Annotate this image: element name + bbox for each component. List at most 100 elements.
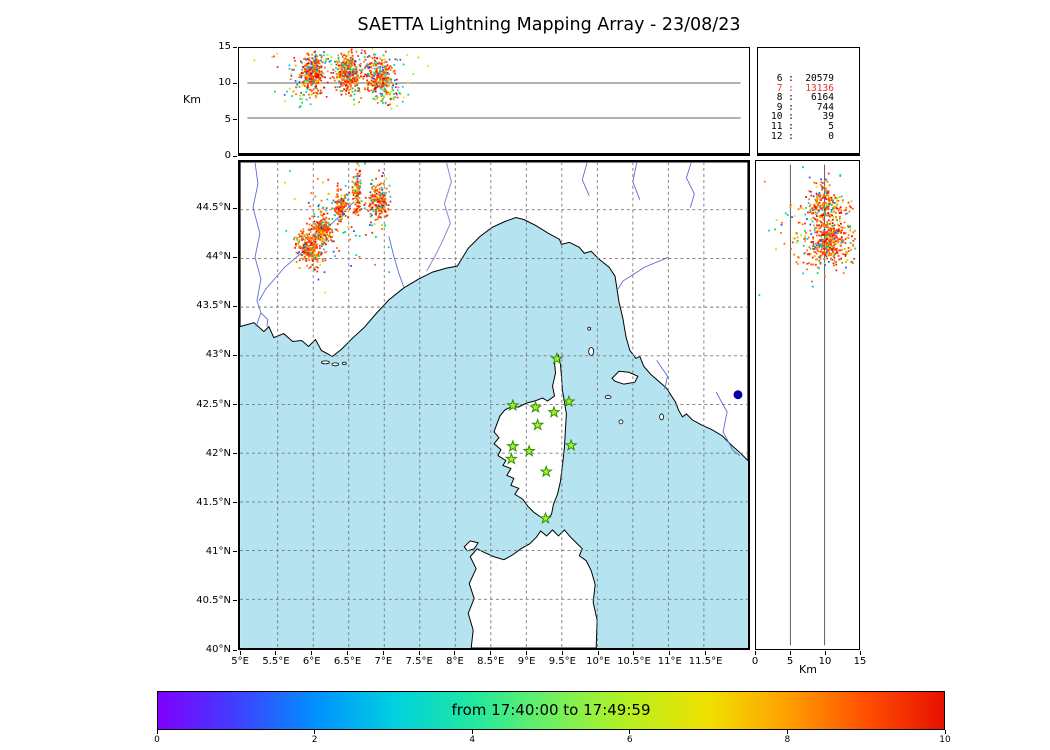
- small-island: [331, 362, 340, 367]
- river-line: [715, 391, 741, 456]
- lon-tick-label: 7.5°E: [405, 656, 433, 667]
- right-km-tick-label: 10: [818, 656, 832, 667]
- river-line: [252, 161, 262, 327]
- lon-tickmark: [490, 651, 492, 655]
- lat-tickmark: [233, 256, 237, 258]
- lat-tickmark: [233, 649, 237, 651]
- lma-station-marker: [504, 452, 519, 465]
- right-km-tick-label: 15: [853, 656, 867, 667]
- colorbar-tick-label: 0: [154, 735, 160, 745]
- lat-tickmark: [233, 207, 237, 209]
- colorbar-tickmark: [471, 730, 473, 734]
- lma-station-marker: [522, 444, 536, 457]
- elba-landmass: [611, 370, 639, 385]
- lon-tickmark: [705, 651, 707, 655]
- lat-tick-label: 42.5°N: [196, 398, 231, 410]
- lat-tick-label: 44.5°N: [196, 202, 231, 214]
- lon-tickmark: [418, 651, 420, 655]
- plan-view-map-panel: [238, 160, 750, 650]
- colorbar-tickmark: [156, 730, 158, 734]
- top-km-tick-label: 10: [218, 77, 231, 89]
- top-km-tickmark: [233, 82, 237, 84]
- lma-station-marker: [550, 351, 564, 365]
- river-line: [685, 161, 695, 208]
- colorbar-tickmark: [786, 730, 788, 734]
- lon-tickmark: [633, 651, 635, 655]
- lat-tick-label: 40.5°N: [196, 594, 231, 606]
- stats-row-alt-6: 6 : 20579: [771, 73, 834, 84]
- lat-tick-label: 41.5°N: [196, 496, 231, 508]
- lat-tickmark: [233, 551, 237, 553]
- river-line: [260, 312, 269, 327]
- source-count-stats-panel: 6 : 20579 7 : 13136 8 : 6164 9 : 744 10 :…: [757, 47, 860, 156]
- asinara-landmass: [463, 540, 479, 552]
- colorbar-tick-label: 6: [626, 735, 633, 745]
- small-island: [341, 361, 347, 365]
- sardinia-landmass: [467, 529, 598, 649]
- lma-station-marker: [531, 417, 545, 431]
- source-count-rows: 6 : 20579 7 : 13136 8 : 6164 9 : 744 10 :…: [758, 48, 859, 141]
- lma-station-marker: [528, 400, 543, 414]
- stats-row-alt-9: 9 : 744: [771, 101, 834, 113]
- river-line: [388, 236, 405, 288]
- figure-title: SAETTA Lightning Mapping Array - 23/08/2…: [357, 15, 741, 35]
- lma-station-marker: [562, 394, 576, 408]
- lon-tickmark: [454, 651, 456, 655]
- lightning-scatter-layer: [758, 166, 856, 296]
- lat-tick-label: 44°N: [205, 251, 231, 263]
- lon-tickmark: [597, 651, 599, 655]
- lat-tick-label: 42°N: [205, 447, 231, 459]
- colorbar-tick-label: 8: [784, 735, 791, 745]
- lon-tick-label: 5.5°E: [262, 656, 290, 667]
- lma-station-marker: [538, 511, 553, 525]
- right-panel-xlabel: Km: [799, 663, 817, 676]
- lat-tickmark: [233, 404, 237, 405]
- lon-tick-label: 8°E: [446, 656, 464, 667]
- lat-tick-label: 43°N: [205, 349, 231, 361]
- right-km-tickmark: [859, 651, 861, 655]
- river-line: [581, 161, 590, 196]
- lon-tick-label: 8.5°E: [477, 656, 505, 667]
- river-line: [656, 360, 669, 390]
- lon-tick-label: 6.5°E: [333, 656, 362, 667]
- lon-tickmark: [526, 651, 528, 655]
- stats-row-alt-12: 12 : 0: [771, 130, 834, 142]
- lon-tick-label: 9.5°E: [548, 656, 576, 667]
- mainland-landmass: [239, 161, 749, 462]
- small-island: [588, 347, 595, 356]
- top-km-tick-label: 15: [218, 41, 231, 52]
- stats-row-alt-8: 8 : 6164: [771, 92, 834, 104]
- altitude-vs-latitude-panel: [755, 160, 860, 650]
- time-colorbar: from 17:40:00 to 17:49:59: [157, 691, 945, 730]
- lat-tick-label: 43.5°N: [196, 300, 231, 312]
- country-border-line: [426, 161, 452, 272]
- lon-tick-label: 7°E: [374, 656, 393, 667]
- top-km-tick-label: 5: [224, 113, 231, 125]
- lat-tick-label: 41°N: [205, 545, 231, 557]
- colorbar-tickmark: [314, 730, 316, 734]
- small-island: [587, 326, 592, 331]
- lon-tick-label: 10.5°E: [617, 656, 651, 667]
- lon-tick-label: 11°E: [657, 656, 682, 667]
- lma-station-marker: [539, 464, 553, 478]
- lon-tick-label: 5°E: [231, 656, 249, 667]
- lma-station-marker: [506, 439, 520, 453]
- lon-tickmark: [239, 651, 241, 655]
- lon-tickmark: [311, 651, 313, 655]
- small-island: [604, 395, 612, 399]
- lat-tick-label: 40°N: [205, 644, 231, 655]
- altitude-vs-longitude-panel: [238, 47, 750, 156]
- top-km-tickmark: [233, 119, 237, 121]
- lma-station-marker: [564, 438, 578, 452]
- lon-tick-label: 11.5°E: [688, 656, 723, 667]
- lon-tick-label: 9°E: [517, 656, 536, 667]
- colorbar-label: from 17:40:00 to 17:49:59: [451, 701, 651, 719]
- lat-tickmark: [233, 502, 237, 504]
- stats-row-alt-10: 10 : 39: [771, 111, 834, 123]
- lat-tickmark: [233, 453, 237, 455]
- top-km-tickmark: [233, 46, 237, 48]
- right-km-tickmark: [754, 651, 756, 655]
- lat-tickmark: [233, 305, 237, 307]
- right-km-tick-label: 0: [751, 656, 759, 667]
